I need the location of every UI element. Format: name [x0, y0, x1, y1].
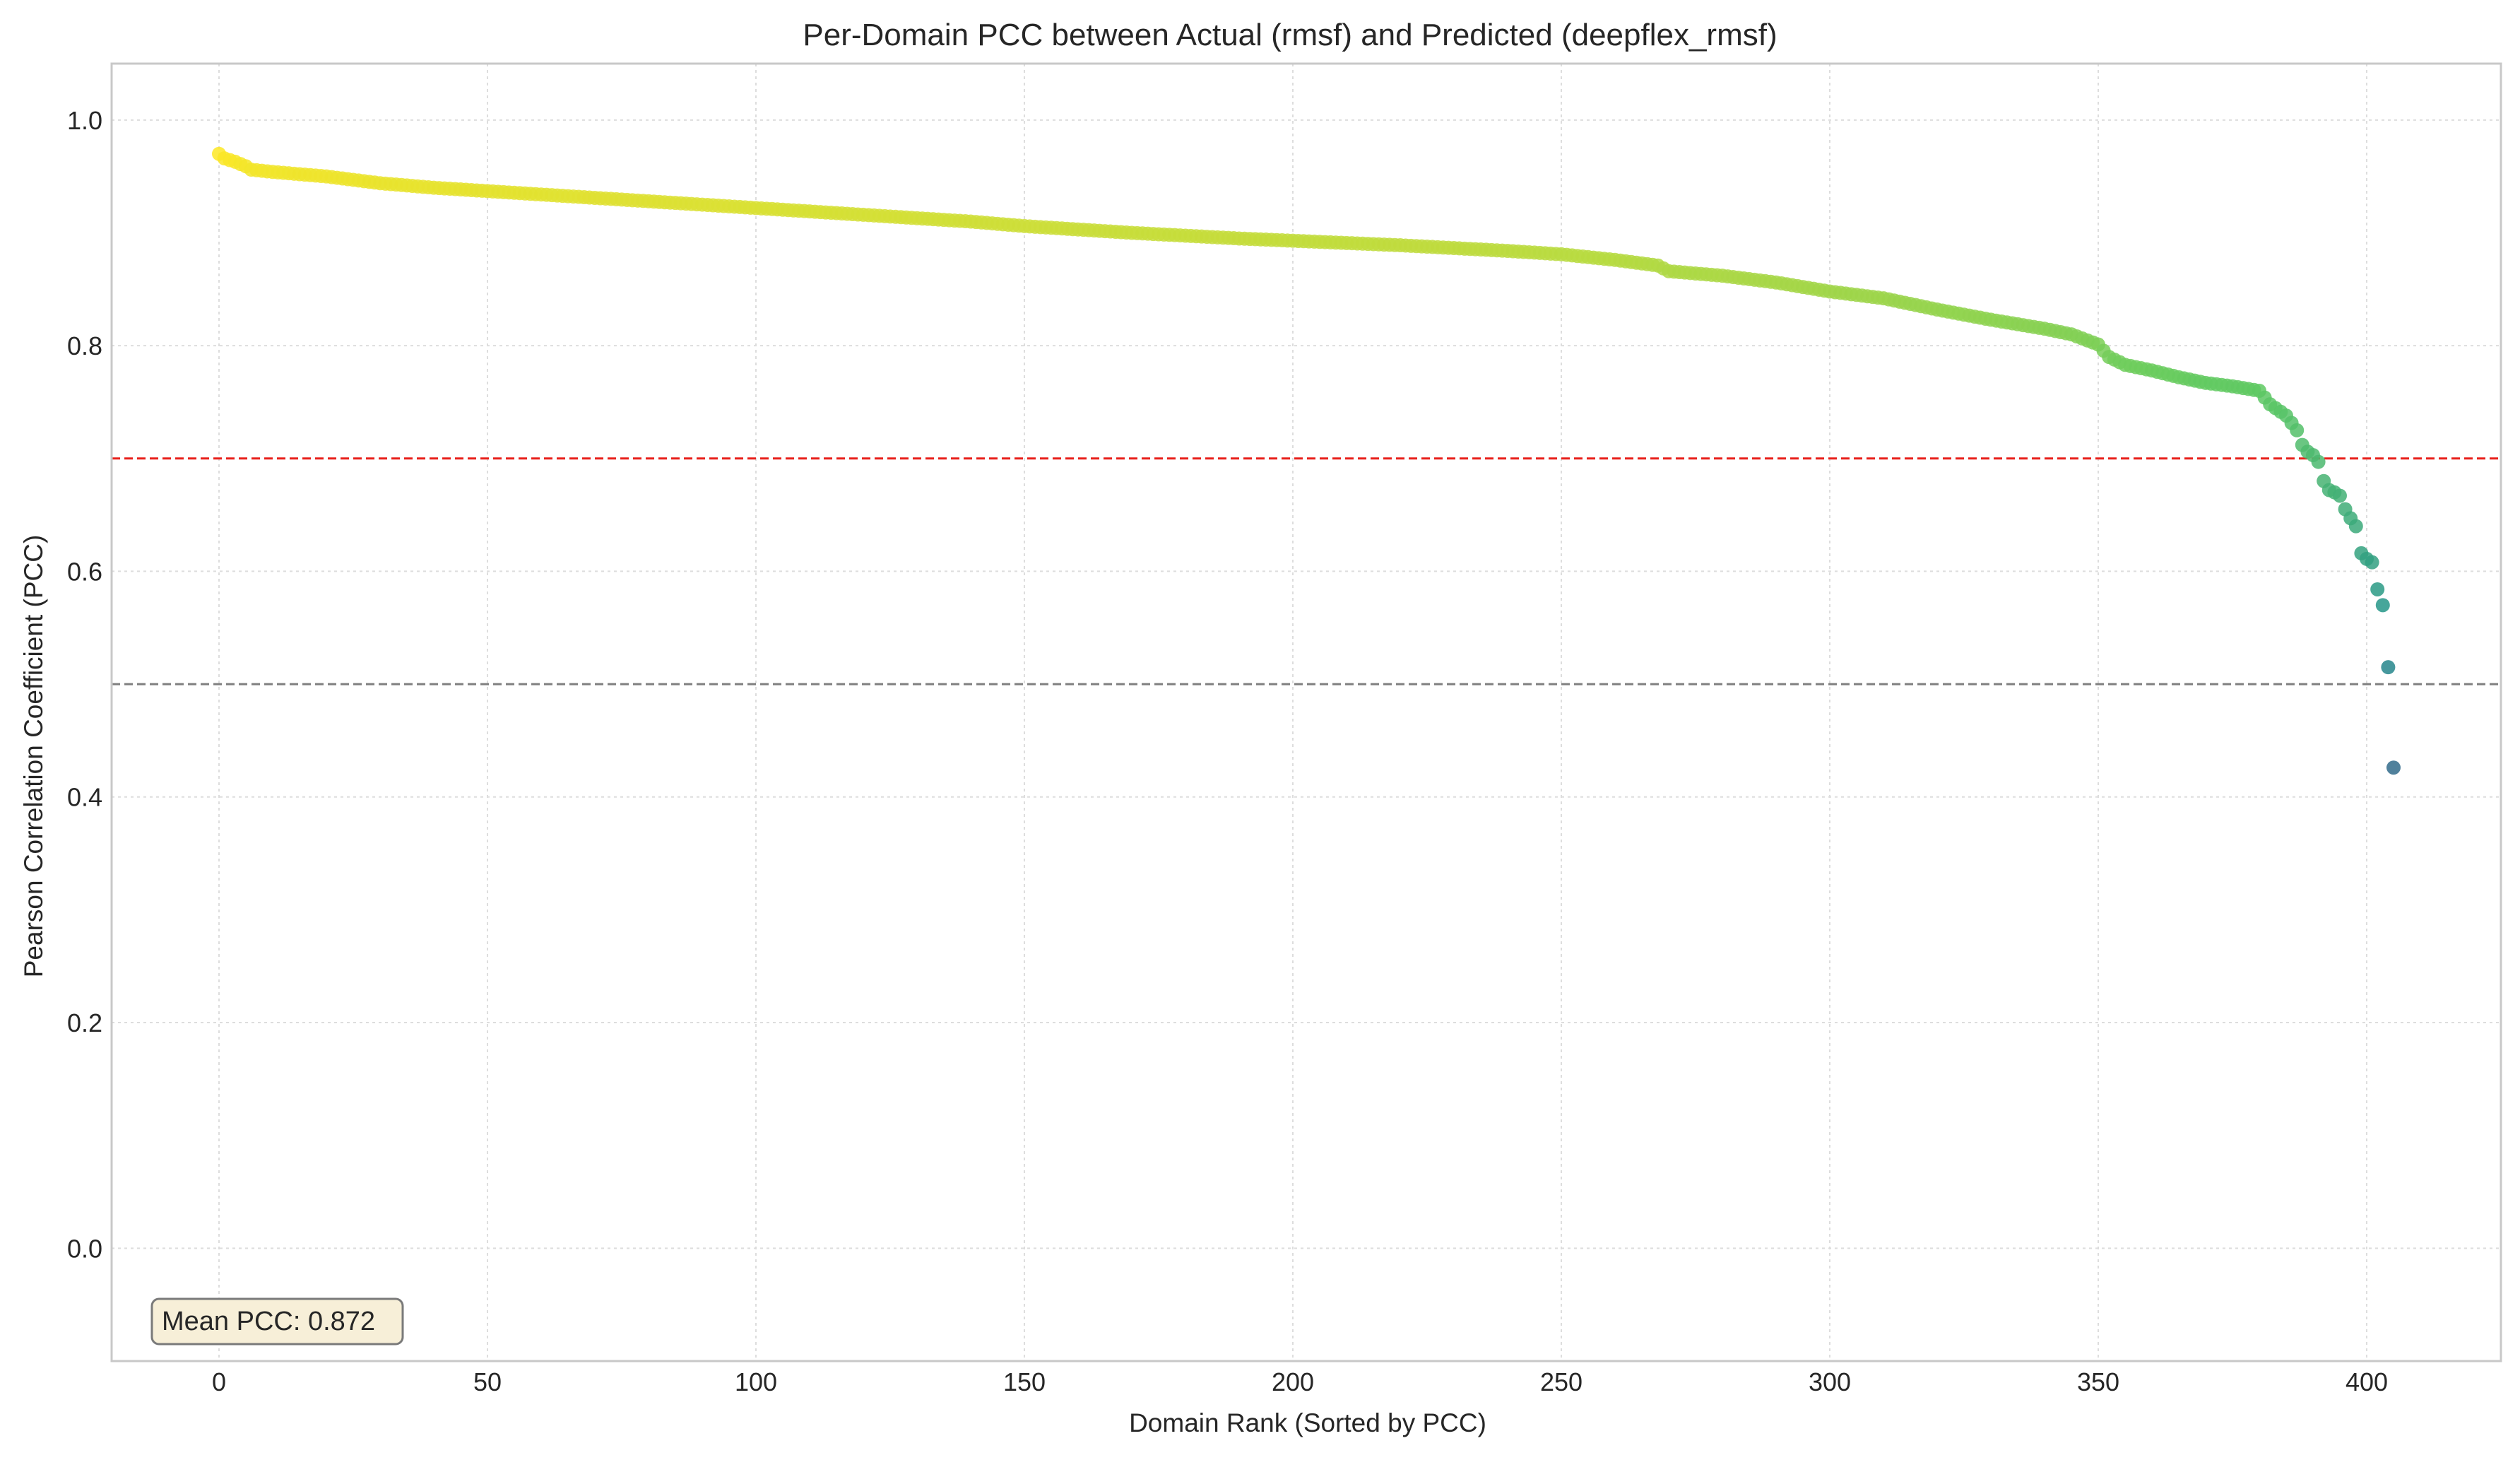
x-tick-label: 400	[2346, 1367, 2388, 1396]
x-tick-label: 200	[1272, 1367, 1314, 1396]
y-axis-label: Pearson Correlation Coefficient (PCC)	[19, 535, 48, 978]
data-point	[2386, 760, 2401, 775]
x-tick-label: 150	[1003, 1367, 1046, 1396]
y-axis-ticks: 0.0 0.2 0.4 0.6 0.8 1.0	[67, 106, 102, 1264]
data-points	[212, 146, 2401, 775]
x-tick-label: 300	[1809, 1367, 1851, 1396]
data-point	[2290, 423, 2305, 437]
y-tick-label: 0.4	[67, 783, 102, 812]
y-tick-label: 0.8	[67, 331, 102, 360]
y-tick-label: 0.0	[67, 1234, 102, 1263]
x-axis-ticks: 0 50 100 150 200 250 300 350 400	[212, 1367, 2388, 1396]
x-tick-label: 50	[473, 1367, 502, 1396]
grid-lines	[112, 64, 2501, 1361]
data-point	[2375, 598, 2390, 613]
y-tick-label: 0.2	[67, 1008, 102, 1037]
x-axis-label: Domain Rank (Sorted by PCC)	[1129, 1408, 1486, 1437]
x-tick-label: 350	[2077, 1367, 2119, 1396]
data-point	[2348, 519, 2363, 534]
annotation-text: Mean PCC: 0.872	[162, 1307, 375, 1336]
y-tick-label: 0.6	[67, 557, 102, 586]
annotation-box	[150, 1297, 404, 1346]
data-point	[2333, 488, 2347, 503]
x-tick-label: 100	[735, 1367, 777, 1396]
y-tick-label: 1.0	[67, 106, 102, 135]
data-point	[2381, 660, 2396, 675]
x-tick-label: 0	[212, 1367, 226, 1396]
data-point	[2365, 555, 2379, 570]
plot-frame	[110, 62, 2502, 1362]
data-point	[2311, 454, 2326, 469]
reference-lines	[112, 457, 2501, 685]
mean-pcc-annotation: Mean PCC: 0.872	[150, 1297, 404, 1346]
x-tick-label: 250	[1540, 1367, 1583, 1396]
chart-title: Per-Domain PCC between Actual (rmsf) and…	[803, 18, 1777, 52]
data-point	[2370, 582, 2385, 596]
